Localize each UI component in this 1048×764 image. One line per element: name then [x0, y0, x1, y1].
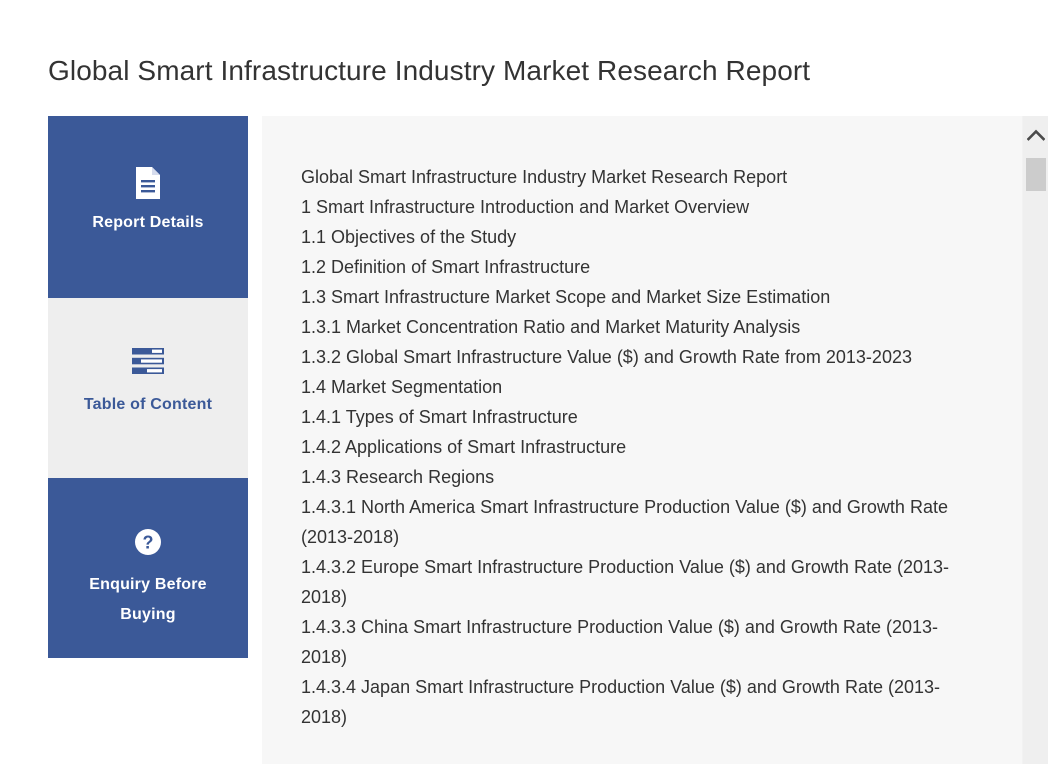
sidebar-tab-label: Table of Content	[83, 396, 213, 413]
toc-line: Global Smart Infrastructure Industry Mar…	[301, 167, 788, 187]
scroll-up-button[interactable]	[1023, 124, 1048, 150]
list-bars-icon	[132, 348, 164, 382]
page-title: Global Smart Infrastructure Industry Mar…	[48, 54, 811, 86]
scrollbar-thumb[interactable]	[1026, 158, 1046, 191]
toc-line: 1.4.1 Types of Smart Infrastructure	[301, 407, 578, 427]
sidebar-tab-label: Enquiry Before Buying	[89, 576, 207, 623]
toc-line: 1.4.3.2 Europe Smart Infrastructure Prod…	[301, 557, 949, 607]
toc-line: 1.3.1 Market Concentration Ratio and Mar…	[301, 317, 801, 337]
toc-line: 1.4.3.4 Japan Smart Infrastructure Produ…	[301, 677, 940, 727]
sidebar-tab-label: Report Details	[92, 214, 204, 231]
question-circle-icon: ?	[134, 528, 162, 562]
chevron-up-icon	[1026, 128, 1046, 146]
sidebar-tab-report-details[interactable]: Report Details	[48, 116, 248, 298]
scrollbar-track[interactable]	[1023, 191, 1048, 764]
toc-line: 1.4.3.1 North America Smart Infrastructu…	[301, 497, 948, 547]
toc-line: 1.1 Objectives of the Study	[301, 227, 517, 247]
svg-text:?: ?	[143, 533, 154, 553]
toc-line: 1.3.2 Global Smart Infrastructure Value …	[301, 347, 912, 367]
toc-line: 1.4.3.3 China Smart Infrastructure Produ…	[301, 617, 938, 667]
vertical-scrollbar[interactable]	[1022, 116, 1048, 764]
toc-line: 1.4.3 Research Regions	[301, 467, 495, 487]
toc-line: 1.2 Definition of Smart Infrastructure	[301, 257, 591, 277]
toc-list: Global Smart Infrastructure Industry Mar…	[301, 162, 973, 732]
toc-line: 1 Smart Infrastructure Introduction and …	[301, 197, 750, 217]
sidebar-tab-table-of-content[interactable]: Table of Content	[48, 298, 248, 478]
toc-line: 1.3 Smart Infrastructure Market Scope an…	[301, 287, 831, 307]
sidebar-tab-enquiry-before-buying[interactable]: ? Enquiry Before Buying	[48, 478, 248, 658]
toc-line: 1.4.2 Applications of Smart Infrastructu…	[301, 437, 627, 457]
table-of-content-panel: Global Smart Infrastructure Industry Mar…	[262, 116, 1022, 764]
toc-line: 1.4 Market Segmentation	[301, 377, 503, 397]
sidebar: Report Details Table of Content ?	[48, 116, 248, 658]
document-icon	[133, 166, 163, 200]
